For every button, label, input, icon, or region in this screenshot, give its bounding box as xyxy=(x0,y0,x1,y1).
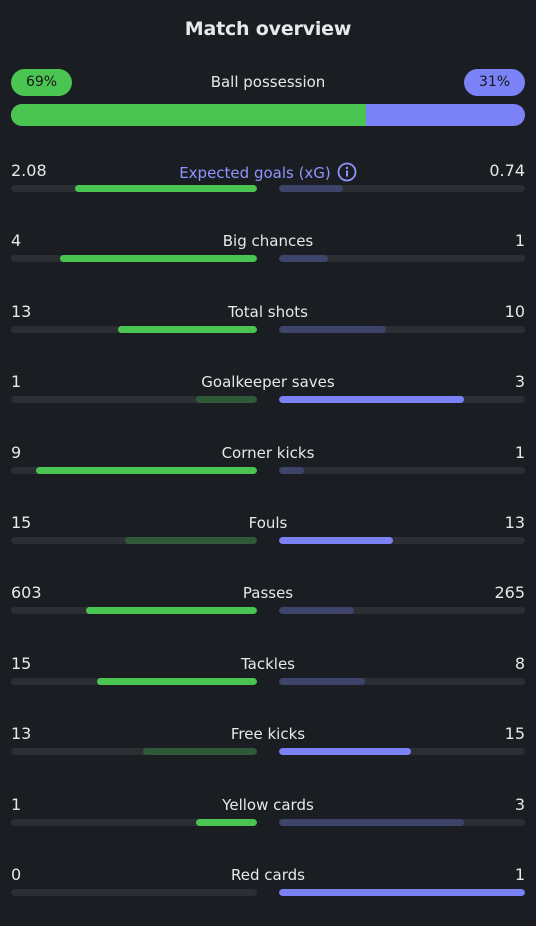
home-value: 4 xyxy=(11,231,22,251)
stat-row-free-kicks: 13 Free kicks 15 xyxy=(11,724,525,764)
away-value: 10 xyxy=(504,301,525,321)
home-bar-track xyxy=(11,677,257,685)
stat-row-expected-goals: 2.08 Expected goals (xG) 0.74 xyxy=(11,161,525,201)
home-bar-track xyxy=(11,607,257,615)
home-possession-fill xyxy=(11,104,366,126)
away-bar-track xyxy=(279,537,525,544)
home-bar-fill xyxy=(74,185,257,192)
home-bar-track xyxy=(11,325,257,333)
away-value: 1 xyxy=(514,865,525,884)
away-bar-track xyxy=(279,818,525,826)
home-bar-fill xyxy=(195,396,257,404)
stat-label-text: Expected goals (xG) xyxy=(179,164,331,182)
home-bar-fill xyxy=(86,607,257,615)
stat-label: Total shots xyxy=(228,302,308,321)
away-bar-fill xyxy=(279,677,365,685)
home-bar-fill xyxy=(125,537,257,544)
stat-label: Red cards xyxy=(231,866,305,884)
home-bar-track xyxy=(11,818,257,826)
away-bar-track xyxy=(279,325,525,333)
stat-label: Big chances xyxy=(222,232,314,251)
info-icon[interactable] xyxy=(337,162,357,186)
away-value: 265 xyxy=(494,583,525,603)
home-value: 0 xyxy=(11,865,22,884)
away-value: 1 xyxy=(514,442,525,462)
stat-row-big-chances: 4 Big chances 1 xyxy=(11,231,525,271)
home-bar-track xyxy=(11,185,257,192)
away-value: 8 xyxy=(514,653,525,673)
away-bar-track xyxy=(279,889,525,896)
home-bar-fill xyxy=(118,325,257,333)
home-bar-track xyxy=(11,255,257,263)
away-bar-fill xyxy=(279,748,411,756)
away-value: 3 xyxy=(514,794,525,814)
home-value: 9 xyxy=(11,442,22,462)
away-value: 1 xyxy=(514,231,525,251)
stat-label: Corner kicks xyxy=(221,443,315,462)
away-bar-fill xyxy=(279,818,464,826)
home-value: 1 xyxy=(11,372,22,392)
stat-row-yellow-cards: 1 Yellow cards 3 xyxy=(11,795,525,835)
stat-row-tackles: 15 Tackles 8 xyxy=(11,654,525,694)
away-bar-fill xyxy=(279,889,525,896)
stat-label: Fouls xyxy=(248,514,288,532)
home-bar-track xyxy=(11,537,257,544)
stat-label[interactable]: Expected goals (xG) xyxy=(11,162,525,186)
home-possession-badge: 69% xyxy=(11,69,72,96)
away-bar-track xyxy=(279,677,525,685)
page-title: Match overview xyxy=(184,18,352,40)
stat-row-passes: 603 Passes 265 xyxy=(11,583,525,623)
home-value: 603 xyxy=(11,583,42,603)
stat-label: Passes xyxy=(242,584,294,603)
home-bar-track xyxy=(11,748,257,756)
home-value: 15 xyxy=(11,653,32,673)
away-bar-track xyxy=(279,255,525,263)
home-bar-track xyxy=(11,889,257,896)
home-value: 13 xyxy=(11,301,32,321)
home-bar-track xyxy=(11,396,257,404)
stat-row-corner-kicks: 9 Corner kicks 1 xyxy=(11,443,525,483)
away-value: 13 xyxy=(504,513,525,532)
stat-label: Goalkeeper saves xyxy=(201,373,335,392)
away-bar-fill xyxy=(279,325,386,333)
home-bar-fill xyxy=(96,677,257,685)
home-bar-fill xyxy=(35,466,257,474)
stat-row-red-cards: 0 Red cards 1 xyxy=(11,865,525,905)
away-bar-track xyxy=(279,466,525,474)
away-bar-fill xyxy=(279,466,304,474)
away-bar-fill xyxy=(279,537,394,544)
stat-row-goalkeeper-saves: 1 Goalkeeper saves 3 xyxy=(11,372,525,412)
possession-bar xyxy=(11,104,525,126)
away-value: 0.74 xyxy=(489,161,525,180)
stat-label: Yellow cards xyxy=(222,795,314,814)
stat-row-total-shots: 13 Total shots 10 xyxy=(11,302,525,342)
away-bar-track xyxy=(279,185,525,192)
stat-row-fouls: 15 Fouls 13 xyxy=(11,513,525,553)
home-bar-fill xyxy=(142,748,257,756)
away-value: 3 xyxy=(514,372,525,392)
stat-label: Free kicks xyxy=(230,725,306,744)
away-bar-fill xyxy=(279,185,343,192)
away-value: 15 xyxy=(504,724,525,744)
away-bar-track xyxy=(279,748,525,756)
home-bar-fill xyxy=(195,818,257,826)
home-bar-fill xyxy=(60,255,257,263)
possession-label: Ball possession xyxy=(210,73,326,91)
away-bar-fill xyxy=(279,396,464,404)
home-value: 1 xyxy=(11,794,22,814)
home-value: 13 xyxy=(11,724,32,744)
away-possession-badge: 31% xyxy=(464,69,525,96)
stat-label: Tackles xyxy=(240,654,296,673)
home-value: 2.08 xyxy=(11,161,47,180)
away-bar-track xyxy=(279,396,525,404)
home-bar-track xyxy=(11,466,257,474)
away-bar-fill xyxy=(279,607,355,615)
away-bar-track xyxy=(279,607,525,615)
ball-possession: 69% Ball possession 31% xyxy=(11,69,525,129)
home-value: 15 xyxy=(11,513,32,532)
away-bar-fill xyxy=(279,255,329,263)
